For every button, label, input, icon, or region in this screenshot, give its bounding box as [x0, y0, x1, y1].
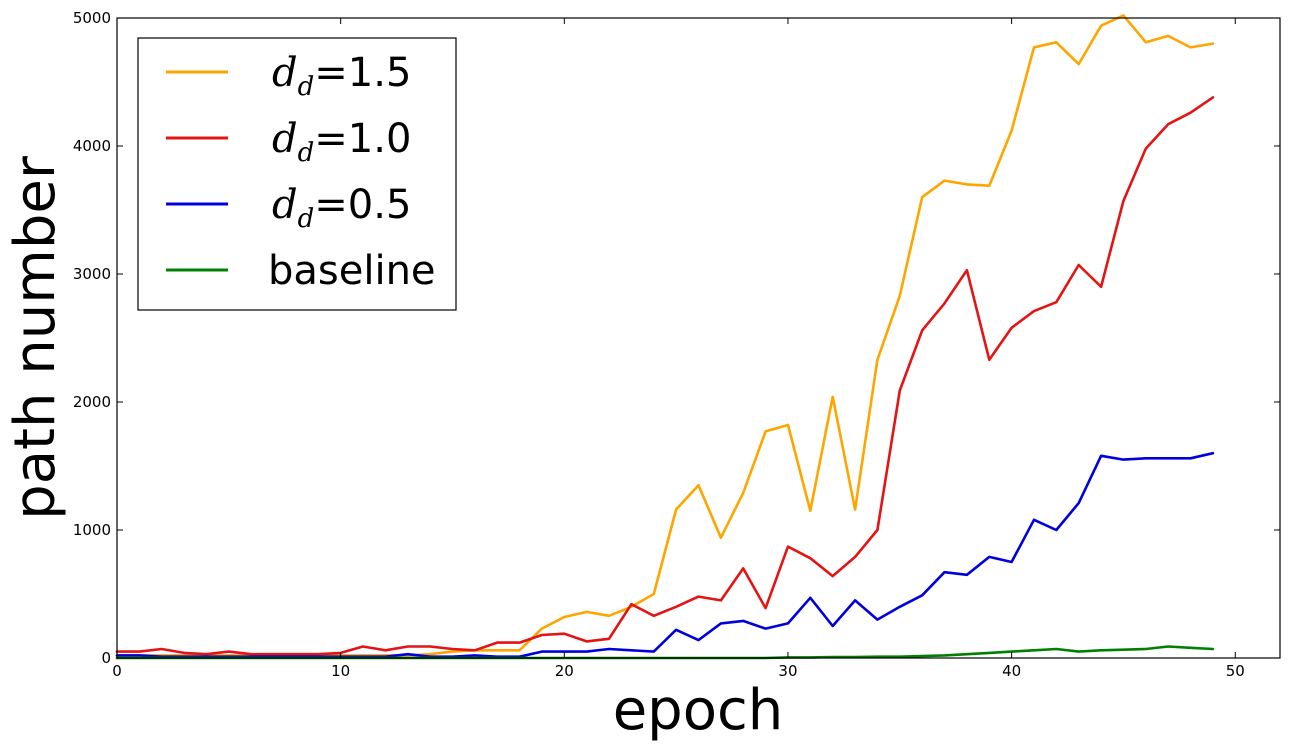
y-tick-label: 0	[101, 649, 111, 667]
y-tick-label: 3000	[73, 265, 111, 283]
x-tick-label: 10	[331, 662, 350, 680]
legend-label-0: dd=1.5	[272, 50, 411, 102]
y-tick-label: 4000	[73, 137, 111, 155]
x-tick-label: 0	[112, 662, 122, 680]
legend-label-1: dd=1.0	[272, 116, 411, 168]
x-tick-label: 20	[555, 662, 574, 680]
x-tick-label: 50	[1226, 662, 1245, 680]
legend: dd=1.5 dd=1.0 dd=0.5 baseline	[137, 37, 457, 311]
legend-label-2: dd=0.5	[272, 182, 411, 234]
x-tick-label: 40	[1002, 662, 1021, 680]
y-axis: 0 1000 2000 3000 4000 5000	[73, 9, 1280, 667]
legend-label-3: baseline	[268, 248, 436, 294]
y-tick-label: 2000	[73, 393, 111, 411]
series-line-1	[115, 96, 1215, 656]
x-tick-label: 30	[778, 662, 797, 680]
legend-box	[137, 37, 457, 311]
y-tick-label: 5000	[73, 9, 111, 27]
plot-frame	[116, 17, 1281, 659]
x-axis: 0 10 20 30 40 50	[112, 18, 1245, 680]
x-axis-label: epoch	[613, 678, 784, 743]
y-tick-label: 1000	[73, 521, 111, 539]
y-axis-label: path number	[3, 155, 68, 520]
